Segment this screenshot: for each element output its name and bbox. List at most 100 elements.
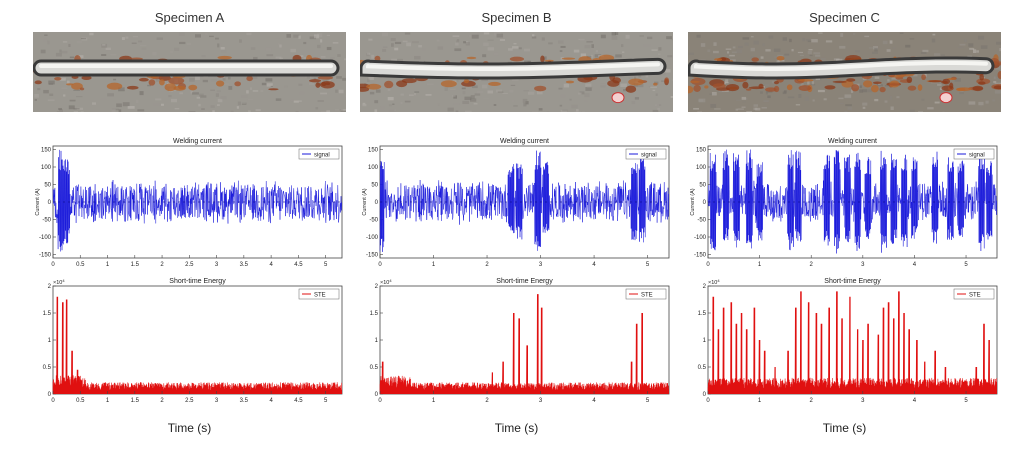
y-tick-label: 1	[375, 338, 379, 344]
x-tick-label: 4	[913, 398, 917, 404]
y-tick-label: 150	[41, 148, 52, 154]
y-tick-label: 50	[371, 183, 378, 189]
x-tick-label: 0.5	[76, 262, 85, 268]
specimen-title: Specimen B	[481, 10, 552, 25]
y-tick-label: 100	[696, 165, 707, 171]
current-signal-trace	[707, 149, 997, 254]
x-tick-label: 4	[269, 398, 273, 404]
legend	[953, 288, 995, 300]
welding-current-plot: Welding current 150 100 50 0 -50 -100 -150 Curre…	[360, 136, 673, 272]
x-tick-label: 0.5	[76, 398, 85, 404]
x-tick-label: 1	[432, 262, 436, 268]
y-tick-label: 1.5	[43, 311, 52, 317]
x-tick-label: 5	[646, 262, 650, 268]
x-tick-label: 2	[810, 262, 814, 268]
weld-photo	[688, 32, 1001, 112]
x-tick-label: 4.5	[294, 262, 303, 268]
short-time-energy-plot: Short-time Energy 2 1.5 1 0.5 0 ×104 0 0.5 1 1.5 2 2…	[33, 276, 346, 408]
y-tick-label: 1	[703, 338, 707, 344]
x-tick-label: 1	[758, 262, 762, 268]
y-tick-label: 150	[368, 148, 379, 154]
x-tick-label: 5	[324, 398, 328, 404]
y-axis-label: Current (A)	[35, 188, 41, 215]
legend-label: signal	[314, 153, 330, 159]
legend	[953, 148, 995, 160]
x-tick-label: 3	[215, 398, 219, 404]
welding-current-plot: Welding current 150 100 50 0 -50 -100 -150 Curre…	[33, 136, 346, 272]
x-tick-label: 5	[324, 262, 328, 268]
y-tick-label: 0	[48, 392, 52, 398]
x-tick-label: 0	[706, 398, 710, 404]
y-tick-label: 2	[703, 284, 707, 290]
y-tick-label: 50	[44, 183, 51, 189]
legend-label: STE	[641, 293, 653, 299]
x-tick-label: 1	[758, 398, 762, 404]
legend-label: STE	[314, 293, 326, 299]
y-tick-label: 0.5	[370, 365, 379, 371]
y-tick-label: 50	[699, 183, 706, 189]
x-tick-label: 3	[539, 398, 543, 404]
specimen-column: Specimen C Welding current 150 100 50 0 -50 -10…	[688, 0, 1001, 449]
x-axis-label: Time (s)	[494, 421, 539, 435]
x-tick-label: 1	[106, 262, 110, 268]
y-axis-label: Current (A)	[362, 188, 368, 215]
y-tick-label: -150	[694, 253, 707, 259]
x-tick-label: 5	[964, 262, 968, 268]
y-tick-label: 0	[375, 392, 379, 398]
legend-label: signal	[641, 153, 657, 159]
energy-trace	[52, 296, 342, 395]
weld-photo	[360, 32, 673, 112]
x-tick-label: 0	[378, 398, 382, 404]
x-tick-label: 2.5	[185, 262, 194, 268]
plot-title: Short-time Energy	[169, 278, 226, 285]
plot-title: Welding current	[500, 138, 549, 145]
y-axis-label: Current (A)	[690, 188, 696, 215]
x-tick-label: 3.5	[240, 262, 249, 268]
x-tick-label: 2	[485, 262, 489, 268]
legend	[298, 288, 340, 300]
y-tick-label: 100	[41, 165, 52, 171]
current-signal-trace	[52, 149, 342, 252]
x-tick-label: 0	[51, 398, 55, 404]
legend-label: signal	[969, 153, 985, 159]
y-multiplier: ×104	[380, 278, 392, 286]
x-tick-label: 4	[592, 398, 596, 404]
y-tick-label: -50	[42, 218, 51, 224]
specimen-title: Specimen C	[809, 10, 880, 25]
y-tick-label: 0	[48, 200, 52, 206]
y-tick-label: -100	[366, 235, 379, 241]
x-tick-label: 3	[861, 262, 865, 268]
x-tick-label: 3	[539, 262, 543, 268]
x-tick-label: 4	[592, 262, 596, 268]
short-time-energy-plot: Short-time Energy 2 1.5 1 0.5 0 ×104 0 1 2 3 4 5 STE	[688, 276, 1001, 408]
x-tick-label: 5	[964, 398, 968, 404]
x-tick-label: 4.5	[294, 398, 303, 404]
specimen-title: Specimen A	[154, 10, 225, 25]
x-tick-label: 0	[378, 262, 382, 268]
x-tick-label: 1	[432, 398, 436, 404]
x-tick-label: 1	[106, 398, 110, 404]
weld-photo	[33, 32, 346, 112]
x-tick-label: 5	[646, 398, 650, 404]
x-tick-label: 1.5	[131, 398, 140, 404]
x-axis-label: Time (s)	[822, 421, 867, 435]
specimen-column: Specimen A Welding current 150 100 50 0 -50 -10…	[33, 0, 346, 449]
y-tick-label: 0	[375, 200, 379, 206]
x-tick-label: 3	[861, 398, 865, 404]
x-tick-label: 2	[485, 398, 489, 404]
y-multiplier: ×104	[53, 278, 65, 286]
energy-trace	[707, 291, 997, 395]
y-multiplier: ×104	[708, 278, 720, 286]
x-tick-label: 2	[810, 398, 814, 404]
x-tick-label: 4	[269, 262, 273, 268]
x-tick-label: 1.5	[131, 262, 140, 268]
x-tick-label: 2.5	[185, 398, 194, 404]
y-tick-label: -100	[694, 235, 707, 241]
energy-trace	[379, 294, 669, 395]
y-tick-label: 0.5	[43, 365, 52, 371]
y-tick-label: -50	[369, 218, 378, 224]
legend-label: STE	[969, 293, 981, 299]
y-tick-label: -50	[697, 218, 706, 224]
x-tick-label: 2	[160, 398, 164, 404]
x-axis-label: Time (s)	[167, 421, 212, 435]
